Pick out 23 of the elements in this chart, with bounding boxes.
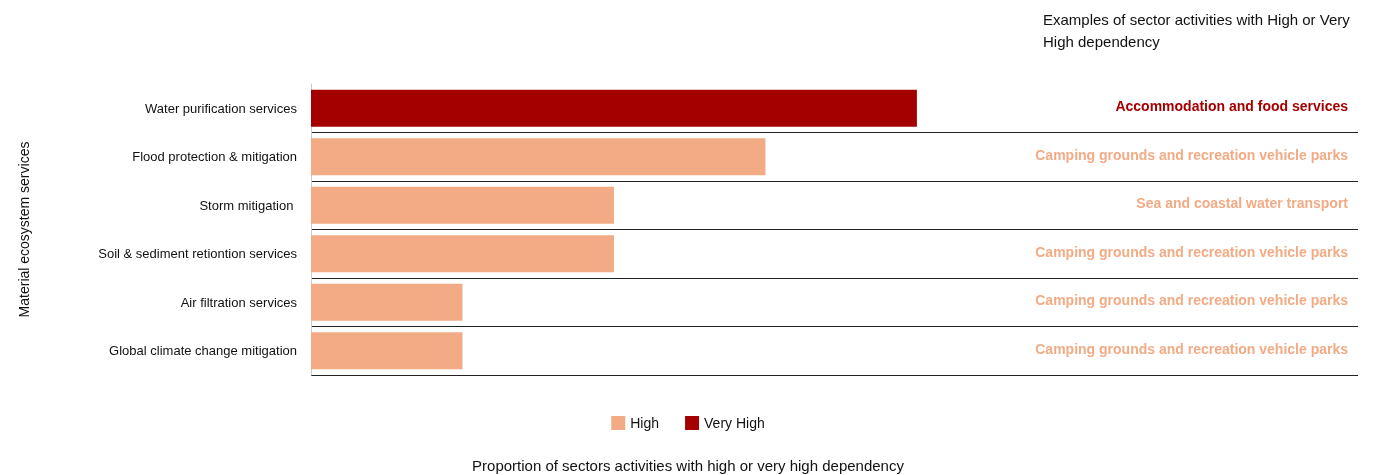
y-tick-label: Storm mitigation (199, 197, 297, 213)
y-tick-label: Air filtration services (180, 294, 298, 310)
text: Camping grounds and recreation vehicle parks (1035, 292, 1349, 309)
bar (311, 332, 463, 370)
y-tick-label: Soil & sediment retiontion services (98, 246, 298, 262)
text: Proportion of sectors activities with high or very high dependency (472, 457, 905, 474)
legend-label: Very High (704, 415, 765, 431)
y-tick-label: Global climate change mitigation (109, 343, 297, 359)
text: Sea and coastal water transport (1136, 195, 1349, 212)
y-tick-label: Water purification services (145, 100, 298, 116)
y-axis-title: Material ecosystem services (16, 141, 32, 318)
legend-label: High (630, 415, 660, 431)
text: Accommodation and food services (1115, 98, 1349, 115)
text: Examples of sector activities with High or Very High dependency (1043, 10, 1354, 50)
text: Camping grounds and recreation vehicle parks (1035, 243, 1349, 260)
bar (311, 235, 614, 273)
bar (311, 283, 463, 321)
bar (311, 138, 766, 176)
y-tick-label: Flood protection & mitigation (132, 149, 297, 165)
text: Camping grounds and recreation vehicle parks (1035, 146, 1349, 163)
text: Camping grounds and recreation vehicle parks (1035, 340, 1349, 357)
bar (311, 89, 917, 127)
bar (311, 186, 614, 224)
